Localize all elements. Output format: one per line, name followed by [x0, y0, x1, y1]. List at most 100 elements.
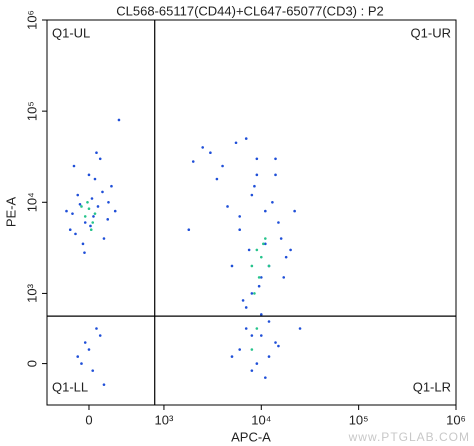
watermark: www.PTGLAB.COM: [348, 430, 470, 444]
event-dot: [72, 164, 76, 168]
y-tick-label: 10³: [24, 283, 39, 302]
x-tick-label: 10³: [155, 412, 174, 427]
event-dot: [83, 215, 87, 218]
event-dot: [117, 118, 121, 122]
event-dot: [253, 292, 256, 295]
event-dot: [93, 212, 97, 215]
event-dot: [83, 341, 87, 344]
event-dot: [253, 184, 256, 188]
event-dot: [110, 184, 113, 188]
event-dot: [267, 264, 271, 268]
event-dot: [244, 306, 248, 309]
event-dot: [98, 157, 102, 161]
event-dot: [95, 327, 98, 330]
event-dot: [81, 242, 85, 246]
event-dot: [209, 151, 212, 154]
x-tick-label: 10⁴: [251, 412, 271, 427]
x-axis-label: APC-A: [231, 429, 271, 444]
event-dot: [284, 255, 288, 259]
event-dot: [289, 248, 292, 252]
event-dot: [274, 341, 277, 344]
y-tick-label: 10⁵: [24, 101, 39, 121]
event-dot: [279, 237, 283, 240]
x-tick-label: 10⁶: [446, 412, 466, 427]
event-dot: [250, 369, 254, 372]
event-dot: [221, 164, 224, 168]
event-dot: [259, 276, 263, 279]
event-dot: [234, 141, 238, 145]
event-dot: [92, 215, 95, 218]
event-dot: [277, 221, 280, 224]
y-tick-label: 0: [24, 360, 39, 367]
event-dot: [271, 200, 274, 204]
x-tick-label: 0: [85, 412, 92, 427]
event-dot: [93, 177, 97, 181]
event-dot: [247, 248, 251, 252]
y-axis-label: PE-A: [3, 197, 18, 228]
event-dot: [95, 151, 98, 154]
event-dot: [87, 173, 91, 177]
event-dot: [86, 200, 89, 204]
event-dot: [277, 344, 280, 348]
y-tick-label: 10⁶: [24, 10, 39, 30]
event-dot: [262, 242, 265, 246]
event-dot: [89, 228, 93, 232]
event-dot: [250, 292, 254, 295]
event-dot: [87, 348, 91, 351]
event-dot: [191, 160, 195, 163]
x-tick-label: 10⁵: [349, 412, 369, 427]
plot-frame: [46, 19, 457, 406]
quadrant-label: Q1-LR: [413, 379, 451, 394]
event-dot: [250, 348, 254, 351]
event-dot: [87, 207, 91, 211]
event-dot: [259, 334, 263, 337]
event-dot: [106, 218, 110, 221]
quadrant-label: Q1-LL: [52, 379, 88, 394]
event-dot: [90, 197, 94, 200]
event-dot: [201, 146, 204, 149]
event-dot: [78, 203, 82, 206]
event-dot: [255, 173, 259, 177]
event-dot: [65, 209, 68, 213]
event-dot: [107, 200, 110, 204]
event-dot: [255, 327, 259, 330]
event-dot: [102, 383, 106, 386]
quadrant-label: Q1-UR: [411, 25, 451, 40]
event-dot: [98, 334, 102, 337]
event-dot: [96, 205, 100, 208]
event-dot: [257, 284, 261, 288]
event-dot: [102, 237, 106, 240]
event-dot: [230, 355, 234, 358]
event-dot: [80, 362, 83, 365]
event-dot: [259, 255, 263, 259]
event-dot: [264, 237, 267, 240]
event-dot: [250, 334, 254, 337]
chart-title: CL568-65117(CD44)+CL647-65077(CD3) : P2: [116, 3, 384, 18]
event-dot: [71, 212, 74, 215]
event-dot: [264, 209, 267, 213]
event-dot: [267, 355, 271, 358]
event-dot: [293, 209, 296, 213]
event-dot: [241, 299, 245, 302]
event-dot: [255, 248, 259, 252]
event-dot: [255, 362, 259, 365]
event-dot: [113, 209, 117, 213]
event-dot: [274, 173, 277, 177]
event-dot: [215, 177, 219, 181]
event-dot: [298, 327, 302, 330]
event-dot: [83, 221, 87, 224]
event-dot: [226, 205, 229, 208]
event-dot: [244, 327, 248, 330]
event-dot: [76, 355, 80, 358]
event-dot: [101, 190, 104, 194]
event-dot: [238, 215, 241, 218]
event-dot: [74, 232, 77, 236]
y-tick-label: 10⁴: [24, 192, 39, 212]
event-dot: [250, 264, 254, 268]
event-dot: [89, 224, 92, 228]
quadrant-label: Q1-UL: [52, 25, 90, 40]
event-dot: [80, 205, 83, 208]
event-dot: [91, 221, 95, 224]
event-dot: [68, 228, 72, 232]
